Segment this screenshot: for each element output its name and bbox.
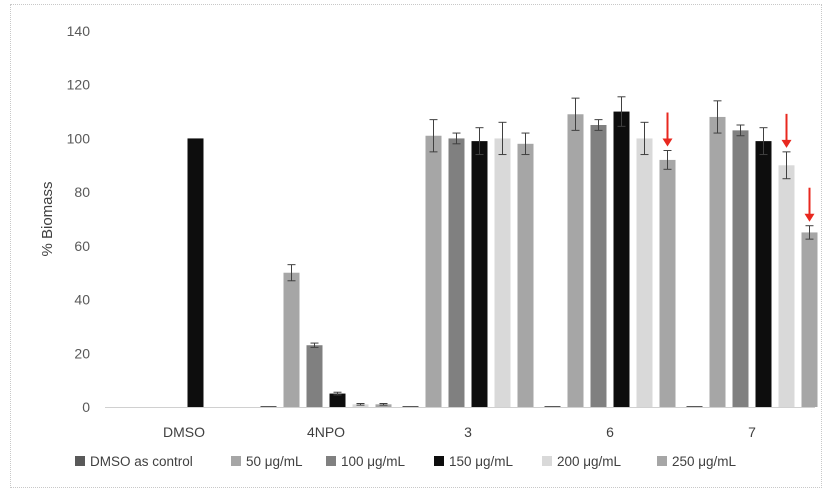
y-tick-label: 60 (74, 238, 90, 254)
y-tick-label: 20 (74, 345, 90, 361)
bar (778, 165, 795, 407)
legend-label: DMSO as control (90, 454, 193, 469)
annotation-arrow-head (804, 213, 815, 222)
bar (494, 138, 511, 407)
bar (187, 138, 204, 407)
legend-swatch (434, 456, 444, 466)
bar (544, 406, 561, 407)
bar (329, 393, 346, 407)
y-tick-label: 40 (74, 292, 90, 308)
bar (448, 138, 465, 407)
bar (732, 130, 749, 407)
bar (659, 159, 676, 407)
bar (375, 404, 392, 407)
bar (686, 406, 703, 407)
y-tick-label: 0 (82, 399, 90, 415)
bar (425, 135, 442, 407)
legend-swatch (542, 456, 552, 466)
y-axis-label: % Biomass (39, 181, 56, 256)
y-tick-label: 140 (67, 23, 91, 39)
bar (567, 114, 584, 407)
legend-swatch (231, 456, 241, 466)
bar (755, 141, 772, 407)
bar (709, 116, 726, 407)
bar (517, 143, 534, 408)
bar (283, 272, 300, 407)
legend-label: 100 μg/mL (341, 454, 406, 469)
bar (352, 404, 369, 407)
bar (613, 111, 630, 408)
x-category-label: 7 (748, 424, 756, 440)
annotation-arrow-head (781, 139, 792, 148)
x-category-label: 6 (606, 424, 614, 440)
y-tick-label: 100 (67, 130, 91, 146)
bar (260, 406, 277, 407)
bar (636, 138, 653, 407)
legend-label: 250 μg/mL (672, 454, 737, 469)
annotation-arrow-head (662, 138, 673, 147)
legend-swatch (75, 456, 85, 466)
x-category-label: 4NPO (307, 424, 345, 440)
legend-label: 150 μg/mL (449, 454, 514, 469)
x-category-label: DMSO (163, 424, 205, 440)
y-tick-label: 120 (67, 77, 91, 93)
bar (801, 232, 818, 407)
bar (590, 125, 607, 407)
bar (471, 141, 488, 407)
y-tick-label: 80 (74, 184, 90, 200)
legend-swatch (657, 456, 667, 466)
legend-label: 50 μg/mL (246, 454, 303, 469)
x-category-label: 3 (464, 424, 472, 440)
bar (306, 345, 323, 407)
legend-swatch (326, 456, 336, 466)
bar (402, 406, 419, 407)
legend-label: 200 μg/mL (557, 454, 622, 469)
